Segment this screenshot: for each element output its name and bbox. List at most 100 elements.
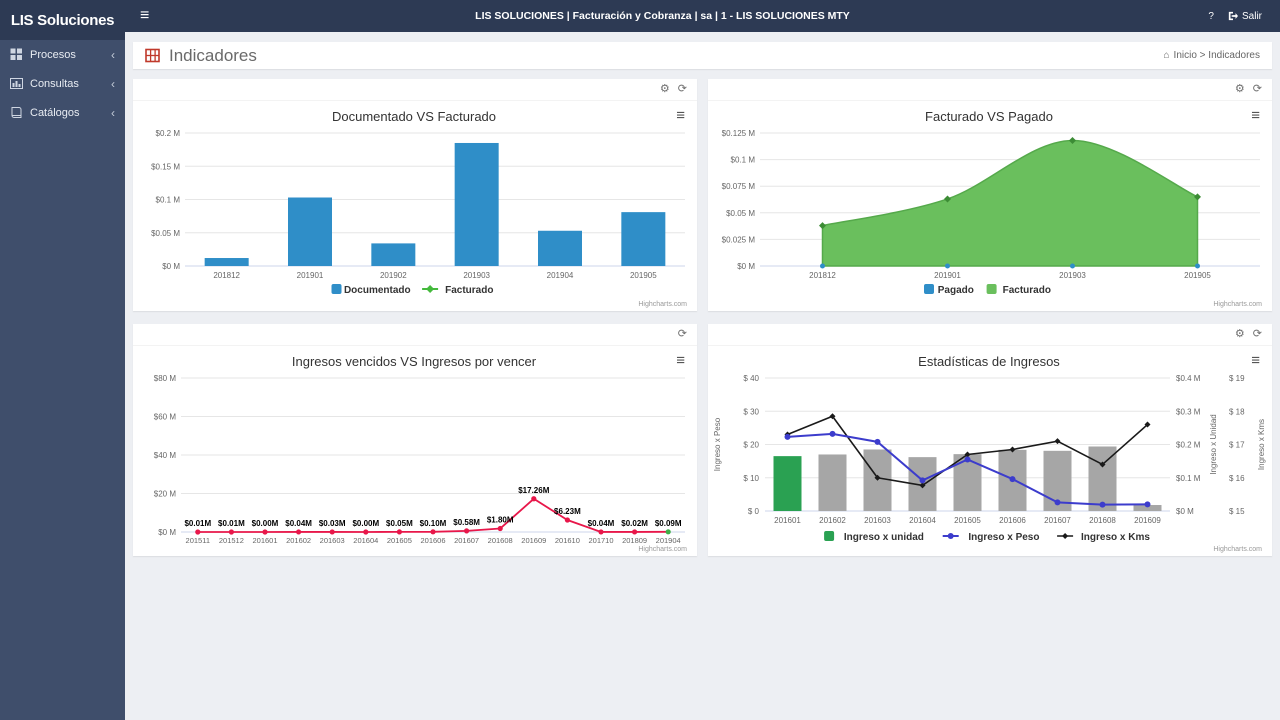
bar[interactable] [205,258,249,266]
data-label: $0.05M [386,519,413,528]
chart-title: Documentado VS Facturado [133,109,695,124]
x-axis-tick-label: 201903 [1059,271,1086,280]
line-chart-svg: $0 M$20 M$40 M$60 M$80 M$0.01M$0.01M$0.0… [133,346,695,555]
legend-item[interactable]: Documentado [332,284,411,296]
pagado-point-marker [820,264,825,269]
legend-label: Facturado [445,285,493,296]
logout-button[interactable]: Salir [1228,11,1262,22]
chart-area: Documentado VS Facturado ≡ $0 M$0.05 M$0… [133,101,695,310]
help-button[interactable]: ? [1208,11,1214,22]
sidebar-item-consultas[interactable]: Consultas ‹ [0,69,125,98]
x-axis-tick-label: 201905 [630,271,657,280]
bar[interactable] [455,143,499,266]
legend-item[interactable]: Facturado [987,284,1051,296]
data-label: $1.80M [487,516,514,525]
right-axis1-tick-label: $0 M [1176,507,1194,516]
gear-icon[interactable]: ⚙ [1235,329,1245,340]
legend-item[interactable]: Ingreso x Kms [1057,532,1150,543]
app-window: LIS Soluciones Procesos ‹ Consultas ‹ Ca [0,0,1280,720]
left-axis-tick-label: $ 20 [743,441,759,450]
legend-marker [987,284,997,294]
x-axis-tick-label: 201812 [213,271,240,280]
x-axis-tick-label: 201602 [286,536,311,545]
highcharts-credits[interactable]: Highcharts.com [638,301,687,308]
right-axis1-tick-label: $0.1 M [1176,474,1201,483]
right-axis2-tick-label: $ 17 [1229,441,1245,450]
bar[interactable] [819,454,847,511]
highcharts-credits[interactable]: Highcharts.com [1213,301,1262,308]
bar[interactable] [371,243,415,266]
data-label: $17.26M [518,486,549,495]
legend-marker [948,533,954,539]
refresh-icon[interactable]: ⟳ [678,329,687,340]
legend-item[interactable]: Ingreso x Peso [943,532,1040,543]
home-icon[interactable]: ⌂ [1164,50,1170,61]
x-axis-tick-label: 201608 [1089,516,1116,525]
chevron-left-icon: ‹ [111,107,115,119]
highcharts-credits[interactable]: Highcharts.com [638,546,687,553]
bar[interactable] [538,231,582,266]
chart-area: Facturado VS Pagado ≡ $0 M$0.025 M$0.05 … [708,101,1270,310]
x-axis-tick-label: 201607 [1044,516,1071,525]
refresh-icon[interactable]: ⟳ [1253,329,1262,340]
line-point-marker [296,529,301,534]
line-point-marker [229,529,234,534]
legend-label: Documentado [344,285,411,296]
line-point-marker [195,529,200,534]
left-axis-tick-label: $ 0 [748,507,760,516]
bar-chart-svg: $0 M$0.05 M$0.1 M$0.15 M$0.2 M2018122019… [133,101,695,310]
right-axis1-tick-label: $0.3 M [1176,407,1201,416]
top-navbar: ≡ LIS SOLUCIONES | Facturación y Cobranz… [125,0,1280,32]
gear-icon[interactable]: ⚙ [1235,84,1245,95]
chart-context-menu-icon[interactable]: ≡ [676,353,685,368]
data-label: $0.01M [218,519,245,528]
legend-item[interactable]: Ingreso x unidad [824,531,924,543]
legend-label: Pagado [938,285,974,296]
legend-label: Ingreso x unidad [844,532,924,543]
line-point-marker [363,529,368,534]
x-axis-tick-label: 201609 [1134,516,1161,525]
refresh-icon[interactable]: ⟳ [678,84,687,95]
chart-title: Estadísticas de Ingresos [708,354,1270,369]
panel-ingresos-vencidos: ⟳ Ingresos vencidos VS Ingresos por venc… [133,324,697,556]
dashboard-grid: ⚙ ⟳ Documentado VS Facturado ≡ $0 M$0.05… [133,79,1272,556]
bar[interactable] [288,198,332,266]
x-axis-tick-label: 201710 [588,536,613,545]
gear-icon[interactable]: ⚙ [660,84,670,95]
peso-point-marker [1010,476,1016,482]
chart-context-menu-icon[interactable]: ≡ [1251,353,1260,368]
data-label: $0.02M [621,519,648,528]
peso-point-marker [920,477,926,483]
x-axis-tick-label: 201904 [656,536,681,545]
refresh-icon[interactable]: ⟳ [1253,84,1262,95]
y-axis-tick-label: $20 M [154,490,177,499]
x-axis-tick-label: 201605 [387,536,412,545]
x-axis-tick-label: 201904 [547,271,574,280]
x-axis-tick-label: 201511 [186,536,210,545]
x-axis-tick-label: 201903 [463,271,490,280]
y-axis-tick-label: $0.15 M [151,162,180,171]
sidebar-item-procesos[interactable]: Procesos ‹ [0,40,125,69]
right-axis2-tick-label: $ 15 [1229,507,1245,516]
line-point-marker [464,528,469,533]
bar[interactable] [621,212,665,266]
highcharts-credits[interactable]: Highcharts.com [1213,546,1262,553]
bar[interactable] [774,456,802,511]
menu-toggle-icon[interactable]: ≡ [125,0,164,32]
legend-marker [426,285,434,293]
x-axis-tick-label: 201901 [934,271,961,280]
legend-marker [924,284,934,294]
legend-item[interactable]: Facturado [422,285,493,296]
sidebar-item-catalogos[interactable]: Catálogos ‹ [0,98,125,127]
legend-item[interactable]: Pagado [924,284,974,296]
x-axis-tick-label: 201601 [774,516,801,525]
catalogs-book-icon [10,106,23,119]
line-point-marker [262,529,267,534]
x-axis-tick-label: 201901 [297,271,324,280]
chart-context-menu-icon[interactable]: ≡ [676,108,685,123]
breadcrumb: ⌂ Inicio > Indicadores [1164,50,1261,61]
chart-context-menu-icon[interactable]: ≡ [1251,108,1260,123]
brand-logo[interactable]: LIS Soluciones [0,0,125,40]
y-axis-tick-label: $0 M [158,528,176,537]
peso-point-marker [875,439,881,445]
